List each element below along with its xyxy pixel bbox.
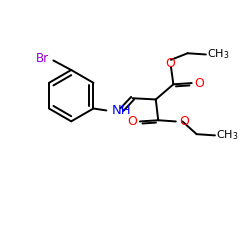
Text: Br: Br — [36, 52, 49, 66]
Text: O: O — [127, 115, 137, 128]
Text: O: O — [194, 76, 204, 90]
Text: CH$_3$: CH$_3$ — [216, 128, 239, 142]
Text: CH$_3$: CH$_3$ — [207, 48, 230, 62]
Text: O: O — [179, 115, 189, 128]
Text: NH: NH — [112, 104, 132, 118]
Text: O: O — [166, 57, 175, 70]
